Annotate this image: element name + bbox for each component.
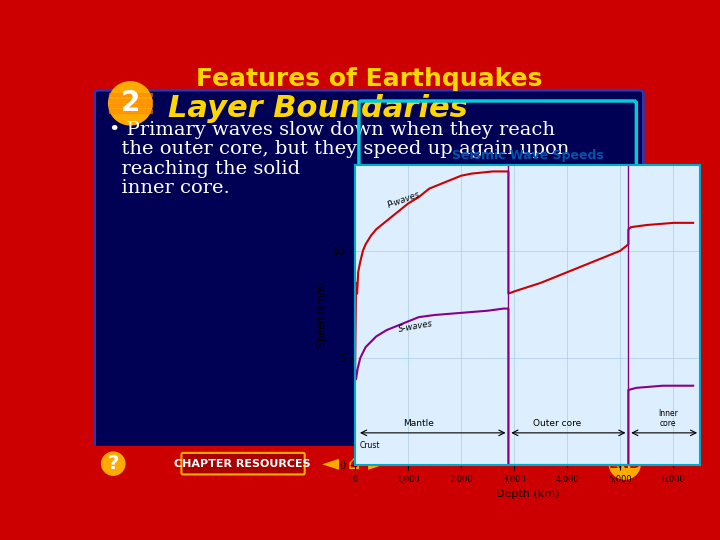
Text: Mantle: Mantle — [403, 420, 434, 428]
Y-axis label: Speed (km/s): Speed (km/s) — [318, 282, 328, 347]
Text: S-waves: S-waves — [397, 319, 433, 334]
FancyBboxPatch shape — [181, 453, 305, 475]
Text: ►: ► — [368, 454, 385, 474]
Text: the outer core, but they speed up again upon: the outer core, but they speed up again … — [109, 140, 570, 159]
FancyBboxPatch shape — [94, 90, 644, 449]
Text: ?: ? — [107, 454, 119, 473]
Bar — [90, 65, 648, 92]
Text: Inner
core: Inner core — [658, 409, 678, 428]
Text: ⌂: ⌂ — [347, 454, 360, 473]
Text: • Primary waves slow down when they reach: • Primary waves slow down when they reac… — [109, 122, 555, 139]
Text: Features of Earthquakes: Features of Earthquakes — [196, 66, 542, 91]
Circle shape — [109, 82, 152, 125]
Bar — [90, 446, 648, 481]
Circle shape — [609, 448, 640, 479]
Text: END: END — [608, 457, 641, 471]
Bar — [109, 110, 152, 112]
Bar — [109, 99, 152, 102]
Bar — [109, 93, 152, 96]
Text: Layer Boundaries: Layer Boundaries — [168, 94, 467, 123]
Circle shape — [102, 452, 125, 475]
Text: inner core.: inner core. — [109, 179, 230, 197]
Text: CHAPTER RESOURCES: CHAPTER RESOURCES — [174, 458, 311, 469]
Text: reaching the solid: reaching the solid — [109, 160, 300, 178]
Text: ◄: ◄ — [322, 454, 339, 474]
Text: P-waves: P-waves — [387, 190, 422, 210]
Bar — [109, 104, 152, 107]
Text: Crust: Crust — [359, 441, 379, 450]
Text: Outer core: Outer core — [533, 420, 581, 428]
X-axis label: Depth (km): Depth (km) — [496, 489, 559, 500]
Text: 2: 2 — [121, 89, 140, 117]
Title: Seismic Wave Speeds: Seismic Wave Speeds — [451, 150, 603, 163]
